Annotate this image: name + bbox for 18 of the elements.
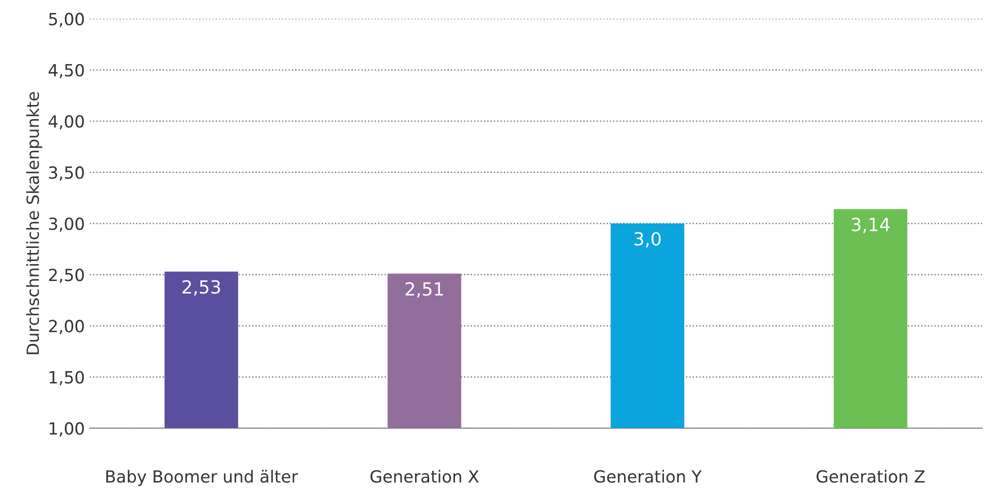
y-tick-label: 3,50 <box>49 166 84 181</box>
x-tick-label: Generation Y <box>594 470 702 483</box>
y-tick-label: 2,50 <box>49 268 84 283</box>
y-tick-label: 5,00 <box>49 12 84 28</box>
x-tick-label: Generation X <box>370 470 479 483</box>
y-tick-label: 1,50 <box>50 370 84 386</box>
y-tick-label: 3,00 <box>49 217 84 232</box>
y-tick-label: 4,00 <box>48 115 84 130</box>
x-tick-label: Baby Boomer und älter <box>106 470 298 486</box>
data-label: 2,53 <box>182 280 220 296</box>
data-label: 3,0 <box>634 232 661 248</box>
y-tick-label: 4,50 <box>48 64 84 78</box>
x-tick-label: Generation Z <box>816 470 925 483</box>
y-axis-title: Durchschnittliche Skalenpunkte <box>26 92 42 354</box>
data-label: 3,14 <box>852 218 890 234</box>
data-label: 2,51 <box>406 282 443 298</box>
y-tick-label: 2,00 <box>49 320 84 334</box>
y-tick-label: 1,00 <box>50 422 84 436</box>
